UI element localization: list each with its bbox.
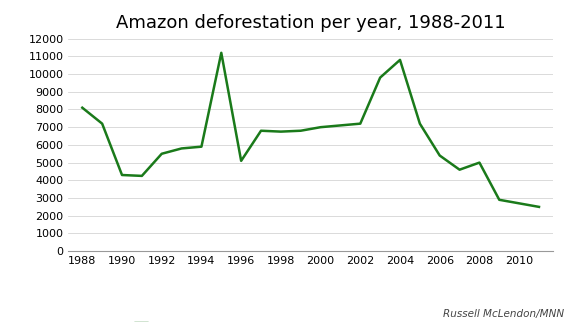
Text: Russell McLendon/MNN: Russell McLendon/MNN	[443, 309, 564, 319]
Title: Amazon deforestation per year, 1988-2011: Amazon deforestation per year, 1988-2011	[116, 14, 506, 32]
Legend: Deforestation (in square miles): Deforestation (in square miles)	[134, 321, 342, 322]
